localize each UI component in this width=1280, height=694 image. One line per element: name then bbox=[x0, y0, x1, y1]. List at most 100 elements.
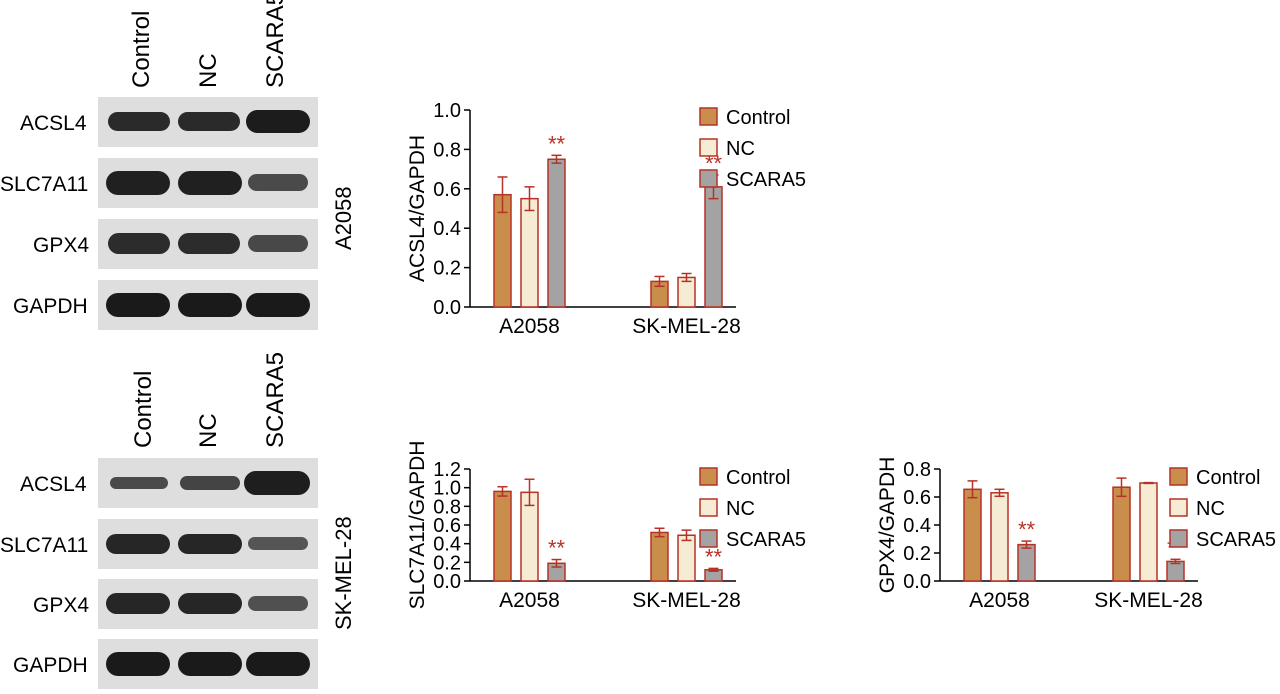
band bbox=[248, 235, 308, 252]
bar-scara5-sk-mel-28 bbox=[704, 186, 723, 308]
bar-scara5-a2058 bbox=[547, 158, 566, 308]
row-label-gpx4: GPX4 bbox=[33, 234, 90, 257]
row-label-gapdh: GAPDH bbox=[13, 295, 88, 318]
bar-nc-a2058 bbox=[520, 197, 539, 308]
legend-swatch-scara5 bbox=[699, 529, 718, 548]
y-tick-label: 0.8 bbox=[433, 139, 461, 161]
band bbox=[248, 596, 308, 611]
legend-swatch-scara5 bbox=[1169, 529, 1188, 548]
bar-control-sk-mel-28 bbox=[650, 531, 669, 582]
y-tick-label: 0.4 bbox=[433, 534, 461, 556]
lane-label-control: Control bbox=[128, 10, 155, 88]
x-category-label: SK-MEL-28 bbox=[632, 589, 741, 612]
blot-strip-gpx4 bbox=[98, 579, 318, 629]
row-label-slc7a11: SLC7A11 bbox=[0, 173, 89, 196]
y-tick-label: 0.6 bbox=[433, 179, 461, 201]
bar-control-a2058 bbox=[493, 490, 512, 582]
band bbox=[248, 174, 308, 191]
legend-label-scara5: SCARA5 bbox=[1196, 529, 1276, 551]
band bbox=[246, 652, 310, 676]
y-tick-label: 1.2 bbox=[433, 459, 461, 481]
legend-label-control: Control bbox=[1196, 467, 1260, 489]
band bbox=[108, 233, 170, 254]
band bbox=[108, 112, 170, 131]
band bbox=[178, 171, 242, 195]
band bbox=[248, 537, 308, 550]
y-tick-label: 0.2 bbox=[433, 552, 461, 574]
x-category-label: A2058 bbox=[499, 315, 560, 338]
row-label-gpx4: GPX4 bbox=[33, 594, 90, 617]
legend-label-scara5: SCARA5 bbox=[726, 169, 806, 191]
blot-strip-gapdh bbox=[98, 280, 318, 330]
band bbox=[178, 652, 242, 676]
blot-strip-acsl4 bbox=[98, 458, 318, 508]
legend-swatch-control bbox=[699, 107, 718, 126]
band bbox=[106, 593, 170, 614]
x-category-label: SK-MEL-28 bbox=[1094, 589, 1203, 612]
lane-label-nc: NC bbox=[195, 53, 222, 88]
y-tick-label: 0.6 bbox=[903, 487, 931, 509]
bar-nc-sk-mel-28 bbox=[677, 534, 696, 582]
band bbox=[106, 171, 170, 195]
legend-swatch-scara5 bbox=[699, 169, 718, 188]
band bbox=[180, 476, 240, 490]
blot-strip-acsl4 bbox=[98, 97, 318, 147]
bar-nc-sk-mel-28 bbox=[1139, 482, 1158, 582]
blot-strip-slc7a11 bbox=[98, 519, 318, 569]
y-tick-label: 0.0 bbox=[433, 297, 461, 319]
band bbox=[244, 471, 310, 495]
legend-label-control: Control bbox=[726, 467, 790, 489]
x-category-label: A2058 bbox=[499, 589, 560, 612]
y-tick-label: 1.0 bbox=[433, 100, 461, 122]
row-label-gapdh: GAPDH bbox=[13, 654, 88, 677]
y-axis-label: GPX4/GAPDH bbox=[876, 457, 899, 594]
significance-marker: ** bbox=[548, 131, 566, 156]
band bbox=[106, 293, 170, 317]
bar-scara5-a2058 bbox=[1017, 543, 1036, 582]
y-tick-label: 0.8 bbox=[433, 496, 461, 518]
lane-label-scara5: SCARA5 bbox=[262, 351, 289, 448]
y-tick-label: 1.0 bbox=[433, 478, 461, 500]
y-axis-label: SLC7A11/GAPDH bbox=[406, 441, 429, 610]
band bbox=[178, 534, 242, 554]
y-tick-label: 0.2 bbox=[433, 258, 461, 280]
bar-nc-a2058 bbox=[990, 492, 1009, 582]
legend-swatch-nc bbox=[699, 138, 718, 157]
y-tick-label: 0.0 bbox=[433, 571, 461, 593]
y-tick-label: 0.4 bbox=[433, 218, 461, 240]
y-tick-label: 0.8 bbox=[903, 459, 931, 481]
y-tick-label: 0.6 bbox=[433, 515, 461, 537]
legend-swatch-control bbox=[1169, 467, 1188, 486]
lane-label-scara5: SCARA5 bbox=[262, 0, 289, 88]
band bbox=[106, 534, 170, 554]
row-label-acsl4: ACSL4 bbox=[20, 112, 87, 135]
legend-swatch-nc bbox=[1169, 498, 1188, 517]
legend-label-control: Control bbox=[726, 107, 790, 129]
blot-strip-gpx4 bbox=[98, 219, 318, 269]
bar-control-sk-mel-28 bbox=[1112, 486, 1131, 582]
legend-swatch-control bbox=[699, 467, 718, 486]
y-tick-label: 0.2 bbox=[903, 543, 931, 565]
lane-label-control: Control bbox=[130, 370, 157, 448]
legend-label-nc: NC bbox=[726, 498, 755, 520]
band bbox=[106, 652, 170, 676]
legend-label-nc: NC bbox=[726, 138, 755, 160]
band bbox=[246, 110, 310, 133]
bar-control-a2058 bbox=[963, 488, 982, 582]
band bbox=[178, 233, 240, 254]
blot-strip-gapdh bbox=[98, 639, 318, 689]
y-axis-label: ACSL4/GAPDH bbox=[406, 135, 429, 282]
bar-scara5-sk-mel-28 bbox=[1166, 560, 1185, 582]
legend-swatch-nc bbox=[699, 498, 718, 517]
lane-label-nc: NC bbox=[195, 413, 222, 448]
band bbox=[178, 293, 242, 317]
x-category-label: A2058 bbox=[969, 589, 1030, 612]
band bbox=[246, 293, 310, 317]
significance-marker: ** bbox=[705, 544, 723, 569]
band bbox=[178, 112, 240, 131]
band bbox=[110, 477, 168, 489]
y-tick-label: 0.4 bbox=[903, 515, 931, 537]
